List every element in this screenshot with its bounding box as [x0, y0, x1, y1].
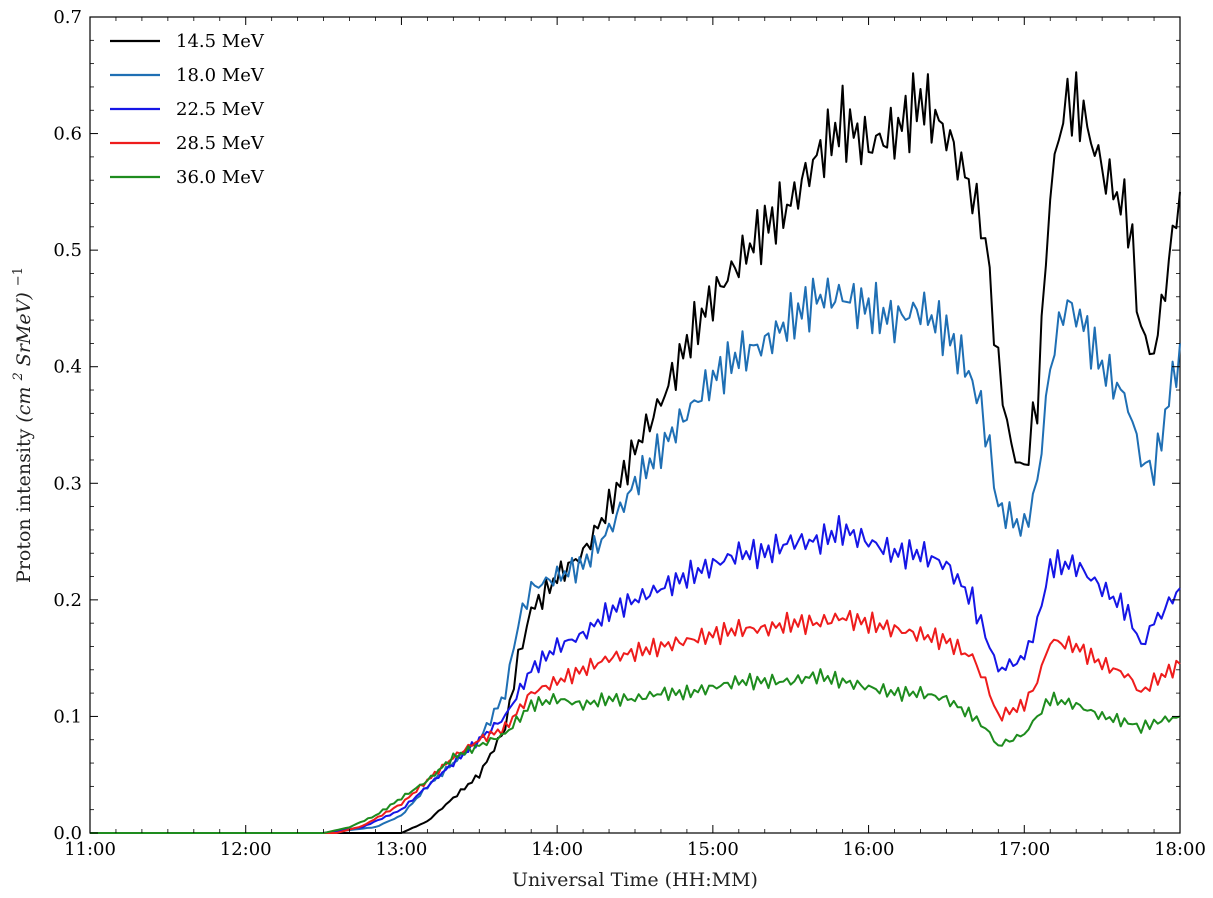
y-tick-label: 0.4: [53, 357, 82, 378]
legend: 14.5 MeV 18.0 MeV 22.5 MeV 28.5 MeV 36.0 MeV: [110, 31, 265, 188]
y-axis-unit-base: (cm: [13, 387, 35, 423]
series-line-3: [90, 609, 1181, 834]
legend-label: 22.5 MeV: [176, 99, 265, 120]
x-tick-label: 17:00: [998, 839, 1050, 860]
y-tick-label: 0.2: [53, 590, 82, 611]
y-tick-label: 0.0: [53, 823, 82, 844]
y-axis-unit-mid: SrMeV): [13, 292, 35, 366]
series-lines: [90, 71, 1181, 834]
x-tick-label: 16:00: [843, 839, 895, 860]
y-tick-label: 0.1: [53, 706, 82, 727]
legend-label: 28.5 MeV: [176, 133, 265, 154]
y-axis-unit-power: −1: [11, 267, 26, 286]
x-tick-label: 13:00: [375, 839, 427, 860]
x-tick-label: 14:00: [531, 839, 583, 860]
y-tick-label: 0.3: [53, 473, 82, 494]
legend-label: 36.0 MeV: [176, 167, 265, 188]
y-tick-label: 0.7: [53, 7, 82, 28]
y-axis-unit-exponent: 2: [11, 372, 26, 381]
y-axis-label-text: Proton intensity: [13, 428, 35, 583]
x-tick-label: 15:00: [687, 839, 739, 860]
x-tick-label: 12:00: [220, 839, 272, 860]
x-tick-label: 18:00: [1154, 839, 1206, 860]
series-line-4: [90, 668, 1181, 834]
legend-label: 14.5 MeV: [176, 31, 265, 52]
y-tick-label: 0.6: [53, 124, 82, 145]
y-tick-label: 0.5: [53, 240, 82, 261]
x-axis-label: Universal Time (HH:MM): [512, 869, 758, 891]
series-line-1: [90, 277, 1181, 834]
series-line-2: [90, 515, 1181, 834]
x-tick-label: 11:00: [64, 839, 116, 860]
y-axis-label: Proton intensity (cm 2 SrMeV) −1: [5, 267, 35, 583]
axis-ticks: 11:00 12:00 13:00 14:00 15:00 16:00 17:00 18:00…: [53, 7, 1206, 860]
legend-label: 18.0 MeV: [176, 65, 265, 86]
